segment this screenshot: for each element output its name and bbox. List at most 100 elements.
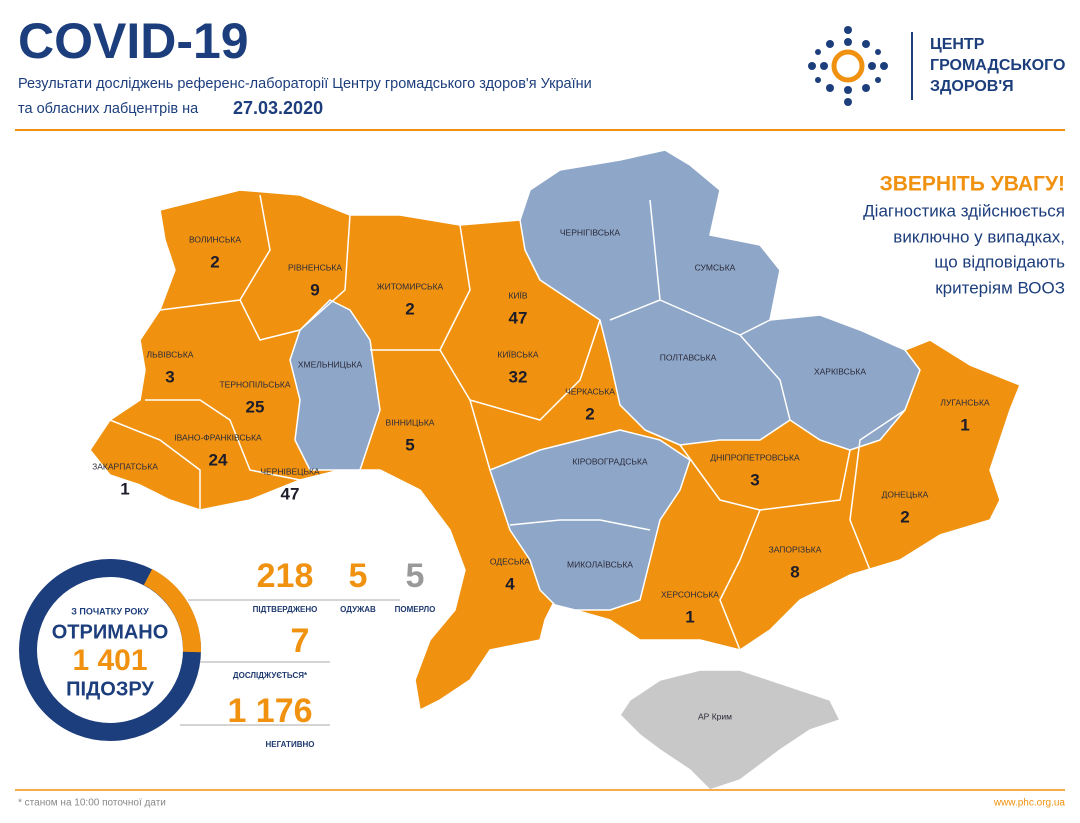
logo-dot — [844, 86, 852, 94]
title: COVID-19 — [18, 13, 249, 69]
logo-icon — [808, 26, 888, 106]
border — [849, 409, 906, 571]
summary-caption: З ПОЧАТКУ РОКУ — [71, 606, 149, 616]
logo-dot — [826, 40, 834, 48]
border — [739, 334, 791, 421]
region-name: ДНІПРОПЕТРОВСЬКА — [710, 452, 800, 462]
summary-caption: ОТРИМАНО — [52, 621, 169, 643]
notice-line: Діагностика здійснюється — [863, 201, 1065, 220]
region-value: 8 — [790, 562, 799, 581]
date: 27.03.2020 — [233, 98, 323, 118]
confirmed-label: ПІДТВЕРДЖЕНО — [253, 605, 318, 614]
region-name: АР Крим — [698, 711, 732, 721]
region-name: КИЇВ — [508, 290, 527, 300]
logo-dot — [875, 49, 881, 55]
border — [145, 399, 301, 481]
region-value: 47 — [281, 484, 300, 503]
logo-text: ГРОМАДСЬКОГО — [930, 57, 1065, 74]
region-value: 2 — [585, 404, 594, 423]
subtitle: Результати досліджень референс-лаборатор… — [18, 76, 592, 92]
negative-value: 1 176 — [227, 692, 312, 730]
footer-note: * станом на 10:00 поточної дати — [18, 798, 166, 809]
region-name: ХМЕЛЬНИЦЬКА — [298, 359, 363, 369]
region-name: ЧЕРНІГІВСЬКА — [560, 227, 621, 237]
region-borders — [109, 194, 906, 651]
notice-title: ЗВЕРНІТЬ УВАГУ! — [880, 173, 1065, 196]
notice-line: що відповідають — [934, 252, 1065, 271]
region-name: ТЕРНОПІЛЬСЬКА — [219, 379, 290, 389]
border — [239, 299, 301, 341]
logo-dot — [844, 26, 852, 34]
region-name: ЗАКАРПАТСЬКА — [92, 461, 158, 471]
region-name: ХЕРСОНСЬКА — [661, 589, 719, 599]
logo-dot — [862, 40, 870, 48]
logo-dot — [815, 77, 821, 83]
map — [89, 149, 1021, 791]
notice-line: критеріям ВООЗ — [935, 278, 1065, 297]
map-crimea — [619, 669, 841, 791]
footer-url: www.phc.org.ua — [993, 798, 1066, 809]
region-name: ВОЛИНСЬКА — [189, 234, 241, 244]
region-value: 1 — [960, 415, 969, 434]
region-value: 2 — [405, 299, 414, 318]
region-name: ЛЬВІВСЬКА — [147, 349, 194, 359]
region-value: 3 — [165, 367, 174, 386]
notice-line: виключно у випадках, — [893, 227, 1065, 246]
summary-ring-accent — [143, 569, 202, 653]
summary-value: 1 401 — [72, 644, 147, 677]
region-value: 32 — [509, 367, 528, 386]
region-name: ДОНЕЦЬКА — [882, 489, 929, 499]
region-value: 2 — [900, 507, 909, 526]
logo-dot — [880, 62, 888, 70]
region-name: ХАРКІВСЬКА — [814, 366, 866, 376]
negative-label: НЕГАТИВНО — [266, 740, 315, 749]
logo-text: ЗДОРОВ'Я — [930, 78, 1014, 95]
region-name: МИКОЛАЇВСЬКА — [567, 559, 633, 569]
region-name: КИЇВСЬКА — [497, 349, 538, 359]
testing-label: ДОСЛІДЖУЄТЬСЯ* — [233, 671, 308, 680]
region-name: ВІННИЦЬКА — [386, 417, 435, 427]
region-value: 9 — [310, 280, 319, 299]
subtitle: та обласних лабцентрів на — [18, 101, 199, 117]
region-name: ІВАНО-ФРАНКІВСЬКА — [174, 432, 262, 442]
region-value: 3 — [750, 470, 759, 489]
logo-dot — [875, 77, 881, 83]
logo-dot — [862, 84, 870, 92]
region-value: 1 — [685, 607, 694, 626]
region-name: РІВНЕНСЬКА — [288, 262, 342, 272]
border — [299, 214, 351, 331]
border — [469, 319, 601, 421]
logo-dot — [815, 49, 821, 55]
logo-dot — [820, 62, 828, 70]
logo-dot — [826, 84, 834, 92]
region-value: 24 — [209, 450, 228, 469]
recovered-value: 5 — [349, 557, 368, 595]
logo-text: ЦЕНТР — [930, 36, 985, 53]
region-name: ОДЕСЬКА — [490, 556, 531, 566]
region-value: 4 — [505, 574, 515, 593]
region-name: ЛУГАНСЬКА — [940, 397, 989, 407]
summary-caption: ПІДОЗРУ — [66, 678, 154, 700]
died-value: 5 — [406, 557, 425, 595]
stats: З ПОЧАТКУ РОКУ ОТРИМАНО 1 401 ПІДОЗРУ 21… — [19, 557, 436, 749]
region-name: КІРОВОГРАДСЬКА — [572, 456, 647, 466]
logo-ring — [831, 49, 865, 83]
map-region-block — [289, 299, 381, 471]
logo-dot — [844, 38, 852, 46]
logo-dot — [808, 62, 816, 70]
region-value: 2 — [210, 252, 219, 271]
region-name: ЗАПОРІЗЬКА — [769, 544, 822, 554]
border — [370, 224, 471, 351]
region-value: 1 — [120, 479, 129, 498]
confirmed-value: 218 — [257, 557, 314, 595]
border — [509, 519, 651, 531]
region-value: 25 — [246, 397, 265, 416]
region-name: ЧЕРНІВЕЦЬКА — [260, 466, 320, 476]
border — [109, 419, 201, 510]
region-name: ЧЕРКАСЬКА — [565, 386, 615, 396]
region-name: СУМСЬКА — [695, 262, 736, 272]
logo-dot — [844, 98, 852, 106]
died-label: ПОМЕРЛО — [395, 605, 436, 614]
